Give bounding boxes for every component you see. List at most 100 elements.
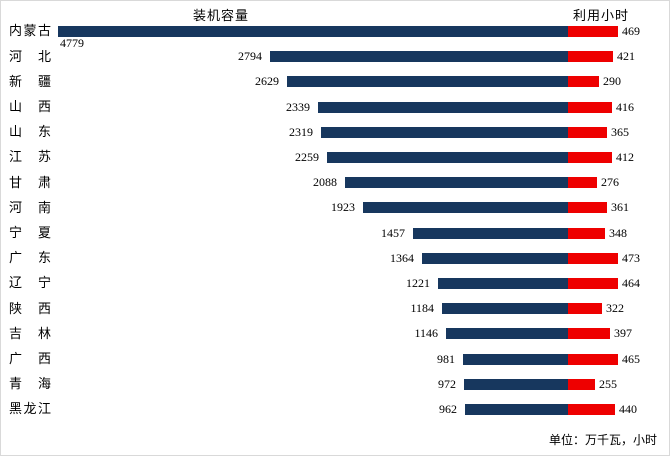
hours-bar: [568, 378, 595, 390]
chart-row: 宁夏 1457 348: [1, 221, 669, 246]
capacity-zone: 1364: [51, 246, 568, 271]
hours-value-label: 276: [601, 175, 619, 190]
chart-rows: 内蒙古 4779 469 河北 2794 421 新疆 2629 290 山西 2339 416 山东 2…: [1, 19, 669, 422]
chart-row: 山东 2319 365: [1, 120, 669, 145]
chart-row: 广西 981 465: [1, 346, 669, 371]
capacity-bar: [58, 26, 568, 38]
hours-bar: [568, 303, 602, 315]
category-label: 河北: [9, 48, 51, 64]
unit-note: 单位：万千瓦，小时: [548, 433, 657, 447]
hours-value-label: 465: [622, 351, 640, 366]
hours-bar: [568, 328, 610, 340]
capacity-value-label: 1923: [331, 200, 355, 215]
category-label: 青海: [9, 376, 51, 392]
hours-zone: 276: [568, 170, 669, 195]
chart-row: 新疆 2629 290: [1, 69, 669, 94]
capacity-zone: 1221: [51, 271, 568, 296]
hours-zone: 440: [568, 397, 669, 422]
hours-value-label: 397: [614, 326, 632, 341]
hours-value-label: 464: [622, 275, 640, 290]
hours-zone: 465: [568, 346, 669, 371]
chart-row: 黑龙江 962 440: [1, 397, 669, 422]
capacity-value-label: 1146: [414, 326, 438, 341]
capacity-value-label: 1364: [390, 250, 414, 265]
capacity-zone: 1923: [51, 195, 568, 220]
hours-bar: [568, 51, 613, 63]
capacity-bar: [438, 277, 568, 289]
category-label: 江苏: [9, 149, 51, 165]
capacity-bar: [446, 328, 568, 340]
capacity-zone: 2339: [51, 95, 568, 120]
capacity-value-label: 2259: [295, 150, 319, 165]
hours-bar: [568, 177, 597, 189]
hours-value-label: 469: [622, 24, 640, 39]
capacity-zone: 2259: [51, 145, 568, 170]
hours-value-label: 440: [619, 401, 637, 416]
chart-row: 江苏 2259 412: [1, 145, 669, 170]
hours-value-label: 412: [616, 150, 634, 165]
hours-value-label: 290: [603, 74, 621, 89]
hours-zone: 469: [568, 19, 669, 44]
capacity-bar: [413, 227, 568, 239]
hours-value-label: 416: [616, 99, 634, 114]
capacity-value-label: 2088: [313, 175, 337, 190]
hours-zone: 255: [568, 372, 669, 397]
capacity-zone: 2794: [51, 44, 568, 69]
hours-zone: 397: [568, 321, 669, 346]
category-label: 宁夏: [9, 224, 51, 240]
capacity-zone: 2319: [51, 120, 568, 145]
category-label: 甘肃: [9, 174, 51, 190]
chart-row: 青海 972 255: [1, 372, 669, 397]
capacity-bar: [270, 51, 568, 63]
category-label: 新疆: [9, 73, 51, 89]
hours-bar: [568, 403, 615, 415]
category-label: 广西: [9, 350, 51, 366]
capacity-zone: 1184: [51, 296, 568, 321]
hours-zone: 361: [568, 195, 669, 220]
capacity-zone: 2088: [51, 170, 568, 195]
hours-zone: 473: [568, 246, 669, 271]
chart-row: 辽宁 1221 464: [1, 271, 669, 296]
chart-row: 广东 1364 473: [1, 246, 669, 271]
category-label: 黑龙江: [9, 401, 51, 417]
category-label: 广东: [9, 250, 51, 266]
capacity-value-label: 981: [437, 351, 455, 366]
capacity-zone: 972: [51, 372, 568, 397]
capacity-bar: [464, 378, 568, 390]
category-label: 吉林: [9, 325, 51, 341]
category-label: 辽宁: [9, 275, 51, 291]
hours-bar: [568, 152, 612, 164]
chart-row: 甘肃 2088 276: [1, 170, 669, 195]
hours-value-label: 361: [611, 200, 629, 215]
capacity-zone: 981: [51, 346, 568, 371]
capacity-bar: [287, 76, 568, 88]
hours-zone: 322: [568, 296, 669, 321]
chart-row: 内蒙古 4779 469: [1, 19, 669, 51]
hours-bar: [568, 277, 618, 289]
hours-bar: [568, 126, 607, 138]
capacity-bar: [345, 177, 568, 189]
capacity-bar: [363, 202, 568, 214]
capacity-zone: 2629: [51, 69, 568, 94]
hours-bar: [568, 227, 605, 239]
hours-value-label: 473: [622, 250, 640, 265]
capacity-zone: 1457: [51, 221, 568, 246]
capacity-value-label: 962: [439, 401, 457, 416]
capacity-value-label: 2319: [289, 124, 313, 139]
chart-row: 河南 1923 361: [1, 195, 669, 220]
hours-zone: 421: [568, 44, 669, 69]
capacity-value-label: 1184: [410, 301, 434, 316]
capacity-bar: [321, 126, 568, 138]
hours-bar: [568, 202, 607, 214]
chart-row: 河北 2794 421: [1, 44, 669, 69]
capacity-bar: [422, 252, 568, 264]
hours-zone: 290: [568, 69, 669, 94]
category-label: 内蒙古: [9, 23, 51, 39]
category-label: 陕西: [9, 300, 51, 316]
hours-zone: 365: [568, 120, 669, 145]
category-label: 山西: [9, 99, 51, 114]
hours-value-label: 255: [599, 376, 617, 391]
capacity-bar: [327, 152, 568, 164]
capacity-series-title: 装机容量: [193, 8, 250, 23]
